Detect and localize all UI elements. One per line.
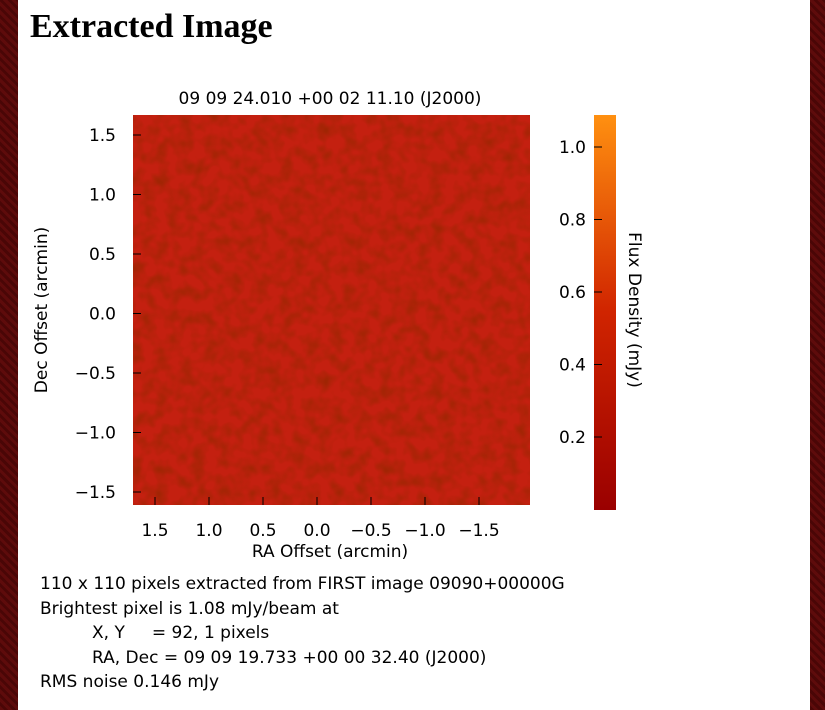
y-axis-label: Dec Offset (arcmin) — [32, 227, 52, 393]
y-tick-label: −0.5 — [75, 364, 116, 384]
colorbar-tick-label: 1.0 — [559, 138, 586, 158]
colorbar — [594, 115, 616, 510]
colorbar-tick-label: 0.4 — [559, 356, 586, 376]
colorbar-tick-label: 0.6 — [559, 283, 586, 303]
colorbar-tick-label: 0.8 — [559, 211, 586, 231]
info-line: 110 x 110 pixels extracted from FIRST im… — [40, 574, 565, 594]
y-tick-label: −1.5 — [75, 483, 116, 503]
info-line: Brightest pixel is 1.08 mJy/beam at — [40, 598, 339, 619]
ticks: 1.5 1.0 0.5 0.0 −0.5 −1.0 −1.5 1.5 1.0 0.5 0.0 −0.5… — [75, 126, 602, 541]
info-line: RMS noise 0.146 mJy — [40, 672, 219, 692]
colorbar-tick-label: 0.2 — [559, 428, 586, 448]
panel: Extracted Image — [18, 0, 810, 710]
y-tick-label: 0.5 — [89, 245, 116, 265]
x-tick-label: 0.5 — [249, 521, 276, 541]
y-tick-label: 1.0 — [89, 186, 116, 206]
info: 110 x 110 pixels extracted from FIRST im… — [40, 574, 565, 697]
page-title: Extracted Image — [30, 8, 273, 45]
x-tick-label: −0.5 — [350, 521, 391, 541]
x-axis-label: RA Offset (arcmin) — [252, 542, 408, 562]
image-noise — [133, 115, 530, 505]
x-tick-label: 1.5 — [141, 521, 168, 541]
plot-title: 09 09 24.010 +00 02 11.10 (J2000) — [179, 89, 482, 109]
y-tick-label: 1.5 — [89, 126, 116, 146]
info-line: RA, Dec = 09 09 19.733 +00 00 32.40 (J20… — [92, 647, 487, 668]
x-tick-label: 0.0 — [303, 521, 330, 541]
x-tick-label: 1.0 — [195, 521, 222, 541]
plot: 09 09 24.010 +00 02 11.10 (J2000) RA Off… — [32, 89, 644, 562]
colorbar-label: Flux Density (mJy) — [624, 232, 644, 388]
x-tick-label: −1.5 — [458, 521, 499, 541]
y-tick-label: −1.0 — [75, 424, 116, 444]
info-line: X, Y = 92, 1 pixels — [92, 623, 270, 643]
x-tick-label: −1.0 — [404, 521, 445, 541]
y-tick-label: 0.0 — [89, 305, 116, 325]
